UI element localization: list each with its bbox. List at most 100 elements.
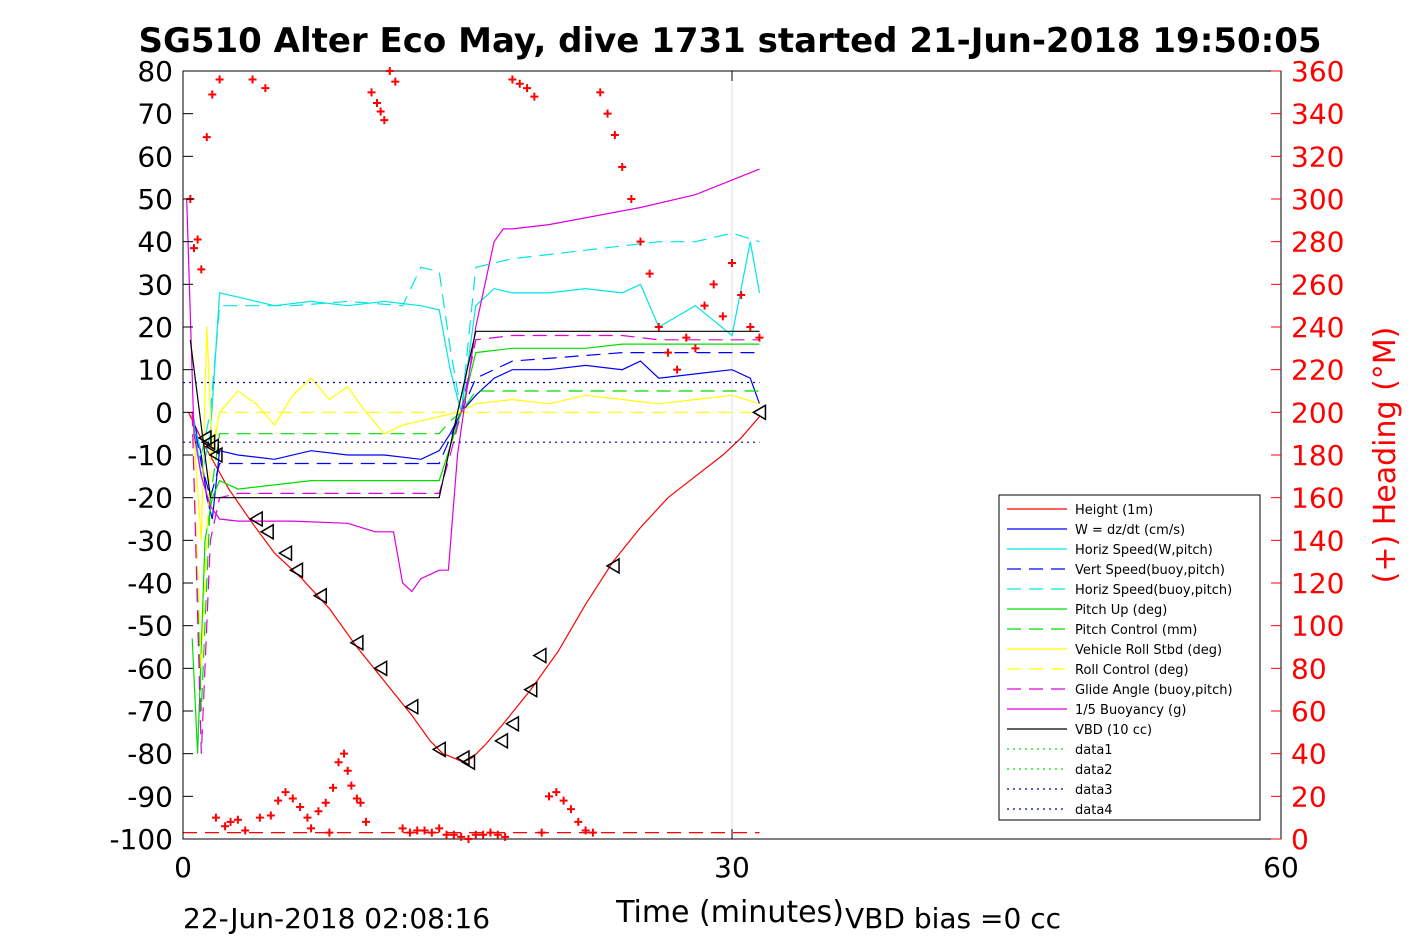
series-line-5 (191, 343, 760, 754)
y-tick-label: -60 (127, 652, 173, 685)
heading-point (479, 830, 488, 839)
heading-point (654, 323, 663, 331)
y-tick-label: -40 (127, 567, 173, 600)
vbd-marker (373, 660, 388, 677)
legend-entry-label: W = dz/dt (cm/s) (1075, 523, 1185, 538)
y-tick-label: 80 (137, 55, 173, 88)
heading-point (303, 813, 312, 822)
heading-point (523, 84, 532, 93)
heading-point (515, 79, 524, 88)
y-tick-label: -30 (127, 524, 173, 557)
heading-point (501, 832, 510, 841)
heading-point (372, 99, 381, 107)
heading-point (435, 824, 444, 833)
heading-point (530, 92, 539, 101)
heading-point (427, 828, 436, 837)
heading-point (266, 811, 275, 820)
heading-point (537, 828, 546, 837)
heading-point (464, 835, 473, 843)
series-line-4 (191, 232, 760, 456)
vbd-marker (259, 523, 274, 541)
heading-point (352, 794, 361, 803)
footer-vbd-bias: VBD bias =0 cc (845, 902, 1061, 935)
y-right-tick-label: 240 (1291, 311, 1344, 344)
heading-point (700, 301, 709, 310)
heading-point (737, 291, 746, 299)
vbd-marker (532, 647, 547, 664)
heading-point (746, 323, 755, 331)
y-tick-label: 10 (137, 354, 173, 387)
series-line-10 (186, 168, 760, 593)
y-right-tick-label: 160 (1291, 482, 1344, 515)
y-tick-label: -100 (109, 823, 173, 856)
heading-point (380, 116, 389, 125)
heading-point (362, 817, 370, 826)
series-layer (183, 168, 761, 834)
chart-title: SG510 Alter Eco May, dive 1731 started 2… (138, 21, 1321, 61)
heading-point (296, 803, 305, 811)
series-line-11 (189, 330, 760, 499)
y-right-tick-label: 180 (1291, 439, 1344, 472)
heading-point (255, 813, 264, 822)
heading-point (193, 235, 202, 244)
heading-point (718, 312, 727, 321)
y-tick-label: 60 (137, 140, 173, 173)
vbd-marker (460, 753, 476, 771)
legend-entry-label: Horiz Speed(buoy,pitch) (1075, 583, 1232, 598)
heading-point (241, 826, 250, 835)
heading-point (493, 830, 502, 839)
series-line-3 (191, 352, 760, 501)
y-right-tick-label: 220 (1291, 354, 1344, 387)
heading-point (581, 826, 590, 835)
legend-entry-label: data2 (1075, 763, 1113, 778)
heading-point (248, 75, 257, 84)
y-right-tick-label: 340 (1291, 98, 1344, 131)
heading-point (420, 826, 429, 835)
legend-entry-label: Vert Speed(buoy,pitch) (1075, 563, 1225, 578)
heading-point (281, 788, 290, 797)
x-tick-label: 60 (1263, 851, 1299, 884)
heading-point (413, 826, 422, 835)
legend: Height (1m) W = dz/dt (cm/s) Horiz Speed(W… (998, 494, 1261, 821)
heading-point (356, 798, 365, 807)
heading-point (486, 828, 495, 837)
series-line-6 (191, 390, 760, 712)
y-tick-label: 40 (137, 226, 173, 259)
legend-entry-label: Pitch Up (deg) (1075, 603, 1167, 618)
heading-point (574, 817, 583, 826)
heading-point (691, 344, 700, 353)
x-tick-label: 0 (174, 851, 192, 884)
y-tick-label: 0 (155, 396, 173, 429)
legend-entry-label: data3 (1075, 783, 1113, 798)
heading-point (226, 817, 235, 826)
series-line-7 (191, 326, 760, 541)
y-right-tick-label: 40 (1291, 738, 1327, 771)
y-right-tick-label: 80 (1291, 652, 1327, 685)
y-axis-right-label: (+) Heading (°M) (1368, 327, 1403, 584)
heading-point (208, 90, 217, 99)
heading-point (457, 832, 466, 841)
series-line-8 (191, 411, 760, 669)
vbd-marker (277, 544, 293, 562)
legend-entry-label: data1 (1075, 743, 1113, 758)
heading-point (211, 813, 220, 822)
heading-point (385, 67, 394, 75)
heading-point (645, 269, 654, 278)
heading-point (347, 781, 356, 790)
heading-point (314, 807, 323, 816)
legend-entry-label: Pitch Control (mm) (1075, 623, 1197, 638)
vbd-marker (204, 438, 220, 455)
legend-entry-label: Vehicle Roll Stbd (deg) (1075, 643, 1222, 658)
y-right-tick-label: 360 (1291, 55, 1344, 88)
heading-point (197, 265, 206, 274)
heading-point (340, 749, 349, 758)
y-tick-label: 50 (137, 183, 173, 216)
heading-point (221, 822, 230, 831)
legend-entry-label: VBD (10 cc) (1075, 723, 1152, 738)
heading-point (261, 84, 270, 93)
heading-point (603, 109, 612, 118)
y-tick-label: -70 (127, 695, 173, 728)
heading-point (307, 824, 316, 833)
heading-point (215, 75, 224, 84)
